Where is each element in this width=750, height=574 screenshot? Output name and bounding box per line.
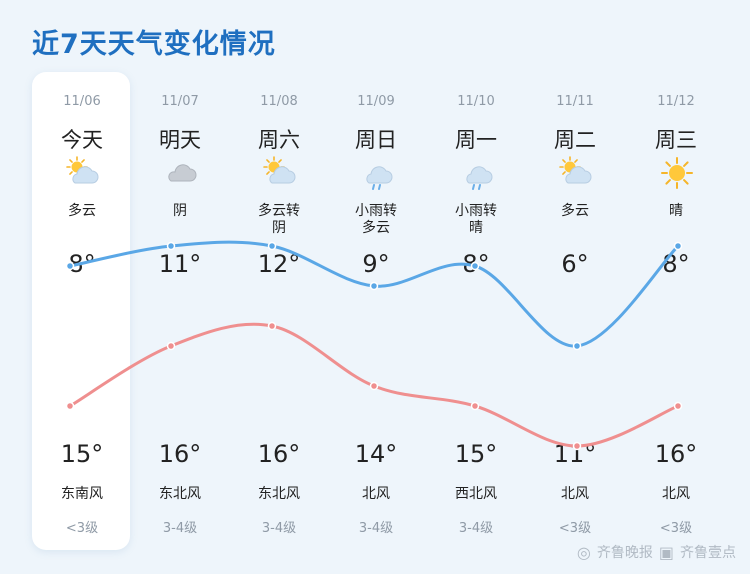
low-temp-label: 16° — [158, 440, 202, 468]
day-column[interactable]: 11/10 周一 小雨转 晴 8° 15° 西北风 3-4级 — [427, 0, 526, 574]
date-label: 11/12 — [657, 94, 695, 109]
weekday-label: 周六 — [258, 128, 300, 152]
wind-level: <3级 — [558, 521, 592, 536]
day-column[interactable]: 11/08 周六 多云转 阴 12° 16° 东北风 3-4级 — [230, 0, 329, 574]
wind-level: 3-4级 — [458, 521, 494, 536]
wind-level: <3级 — [659, 521, 693, 536]
partly-cloudy-icon — [262, 156, 297, 190]
date-label: 11/11 — [556, 94, 594, 109]
condition-text: 小雨转 晴 — [455, 203, 497, 236]
overcast-icon — [164, 156, 198, 190]
watermark: ◎ 齐鲁晚报 ▣ 齐鲁壹点 — [577, 542, 736, 562]
wind-level: <3级 — [65, 521, 99, 536]
low-temp-point — [267, 241, 277, 251]
low-temp-point — [470, 261, 480, 271]
low-temp-label: 15° — [60, 440, 104, 468]
day-column[interactable]: 11/09 周日 小雨转 多云 9° 14° 北风 3-4级 — [327, 0, 426, 574]
high-temp-point — [369, 381, 379, 391]
condition-text: 多云 — [561, 203, 589, 219]
date-label: 11/06 — [63, 94, 101, 109]
page-title: 近7天天气变化情况 — [32, 29, 276, 60]
high-temp-point — [572, 441, 582, 451]
wind-level: 3-4级 — [162, 521, 198, 536]
condition-text: 多云转 阴 — [258, 203, 300, 236]
date-label: 11/09 — [357, 94, 395, 109]
weekday-label: 周日 — [355, 128, 397, 152]
low-temp-point — [369, 281, 379, 291]
day-column[interactable]: 11/07 明天 阴 11° 16° 东北风 3-4级 — [131, 0, 230, 574]
wind-direction: 西北风 — [455, 486, 497, 502]
high-temp-point — [267, 321, 277, 331]
low-temp-label: 16° — [257, 440, 301, 468]
condition-text: 阴 — [173, 203, 187, 219]
low-temp-point — [572, 341, 582, 351]
watermark-brand: 齐鲁晚报 — [596, 545, 653, 561]
weekday-label: 明天 — [159, 128, 201, 152]
high-temp-label: 6° — [561, 250, 589, 278]
high-temp-label: 12° — [257, 250, 301, 278]
light-rain-icon — [460, 156, 494, 190]
wind-direction: 北风 — [662, 486, 690, 502]
wind-level: 3-4级 — [358, 521, 394, 536]
high-temp-point — [470, 401, 480, 411]
low-temp-point — [65, 261, 75, 271]
wind-direction: 东南风 — [61, 486, 103, 502]
low-temp-label: 16° — [654, 440, 698, 468]
brand-mark-icon: ◎ — [576, 542, 591, 562]
low-temp-label: 15° — [454, 440, 498, 468]
high-temp-label: 11° — [158, 250, 202, 278]
date-label: 11/10 — [457, 94, 495, 109]
high-temp-label: 8° — [662, 250, 690, 278]
light-rain-icon — [360, 156, 394, 190]
weekday-label: 周三 — [655, 128, 697, 152]
condition-text: 多云 — [68, 203, 96, 219]
weekday-label: 周二 — [554, 128, 596, 152]
condition-text: 小雨转 多云 — [355, 203, 397, 236]
watermark-platform: 齐鲁壹点 — [680, 545, 736, 561]
high-temp-point — [65, 401, 75, 411]
wind-direction: 北风 — [362, 486, 390, 502]
low-temp-point — [673, 241, 683, 251]
partly-cloudy-icon — [65, 156, 100, 190]
weekday-label: 周一 — [455, 128, 497, 152]
low-temp-line — [68, 240, 680, 348]
high-temp-point — [673, 401, 683, 411]
day-column[interactable]: 11/12 周三 晴 8° 16° 北风 <3级 — [627, 0, 726, 574]
today-card-highlight — [32, 72, 130, 550]
low-temp-label: 14° — [354, 440, 398, 468]
platform-mark-icon: ▣ — [658, 542, 674, 562]
wind-direction: 东北风 — [258, 486, 300, 502]
high-temp-point — [166, 341, 176, 351]
date-label: 11/07 — [161, 94, 199, 109]
low-temp-point — [166, 241, 176, 251]
wind-direction: 北风 — [561, 486, 589, 502]
wind-level: 3-4级 — [261, 521, 297, 536]
date-label: 11/08 — [260, 94, 298, 109]
wind-direction: 东北风 — [159, 486, 201, 502]
sunny-icon — [660, 156, 694, 190]
weekday-label: 今天 — [61, 128, 103, 152]
high-temp-label: 9° — [362, 250, 390, 278]
condition-text: 晴 — [669, 203, 683, 219]
partly-cloudy-icon — [558, 156, 593, 190]
